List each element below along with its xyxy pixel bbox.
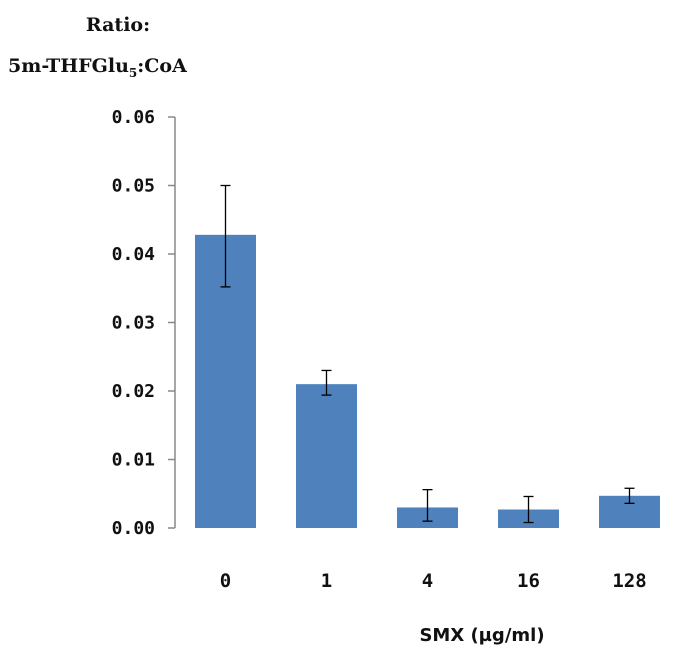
bars xyxy=(195,234,660,528)
bar-1 xyxy=(296,384,357,528)
y-axis-ticks: 0.00 0.01 0.02 0.03 0.04 0.05 0.06 xyxy=(112,107,175,539)
y-axis-title-main: 5m-THFGlu xyxy=(8,55,129,77)
y-tick-label: 0.04 xyxy=(112,244,156,265)
y-axis-title-subscript: 5 xyxy=(129,66,137,80)
x-axis-categories: 0 1 4 16 128 xyxy=(220,570,647,592)
x-category-label: 0 xyxy=(220,570,231,592)
x-category-label: 16 xyxy=(517,570,540,592)
x-axis-title: SMX (µg/ml) xyxy=(419,625,544,645)
error-bars xyxy=(220,184,635,524)
y-axis-title-line-2: 5m-THFGlu5:CoA xyxy=(8,55,187,80)
x-category-label: 128 xyxy=(612,570,646,592)
y-tick-label: 0.02 xyxy=(112,381,155,402)
y-tick-label: 0.01 xyxy=(112,450,155,471)
y-axis-title-suffix: :CoA xyxy=(137,55,187,77)
y-tick-label: 0.03 xyxy=(112,313,155,334)
y-tick-label: 0.05 xyxy=(112,176,155,197)
x-category-label: 4 xyxy=(422,570,433,592)
y-tick-label: 0.00 xyxy=(112,518,155,539)
y-axis-title-line-1: Ratio: xyxy=(86,14,150,36)
y-tick-label: 0.06 xyxy=(112,107,155,128)
x-category-label: 1 xyxy=(321,570,332,592)
